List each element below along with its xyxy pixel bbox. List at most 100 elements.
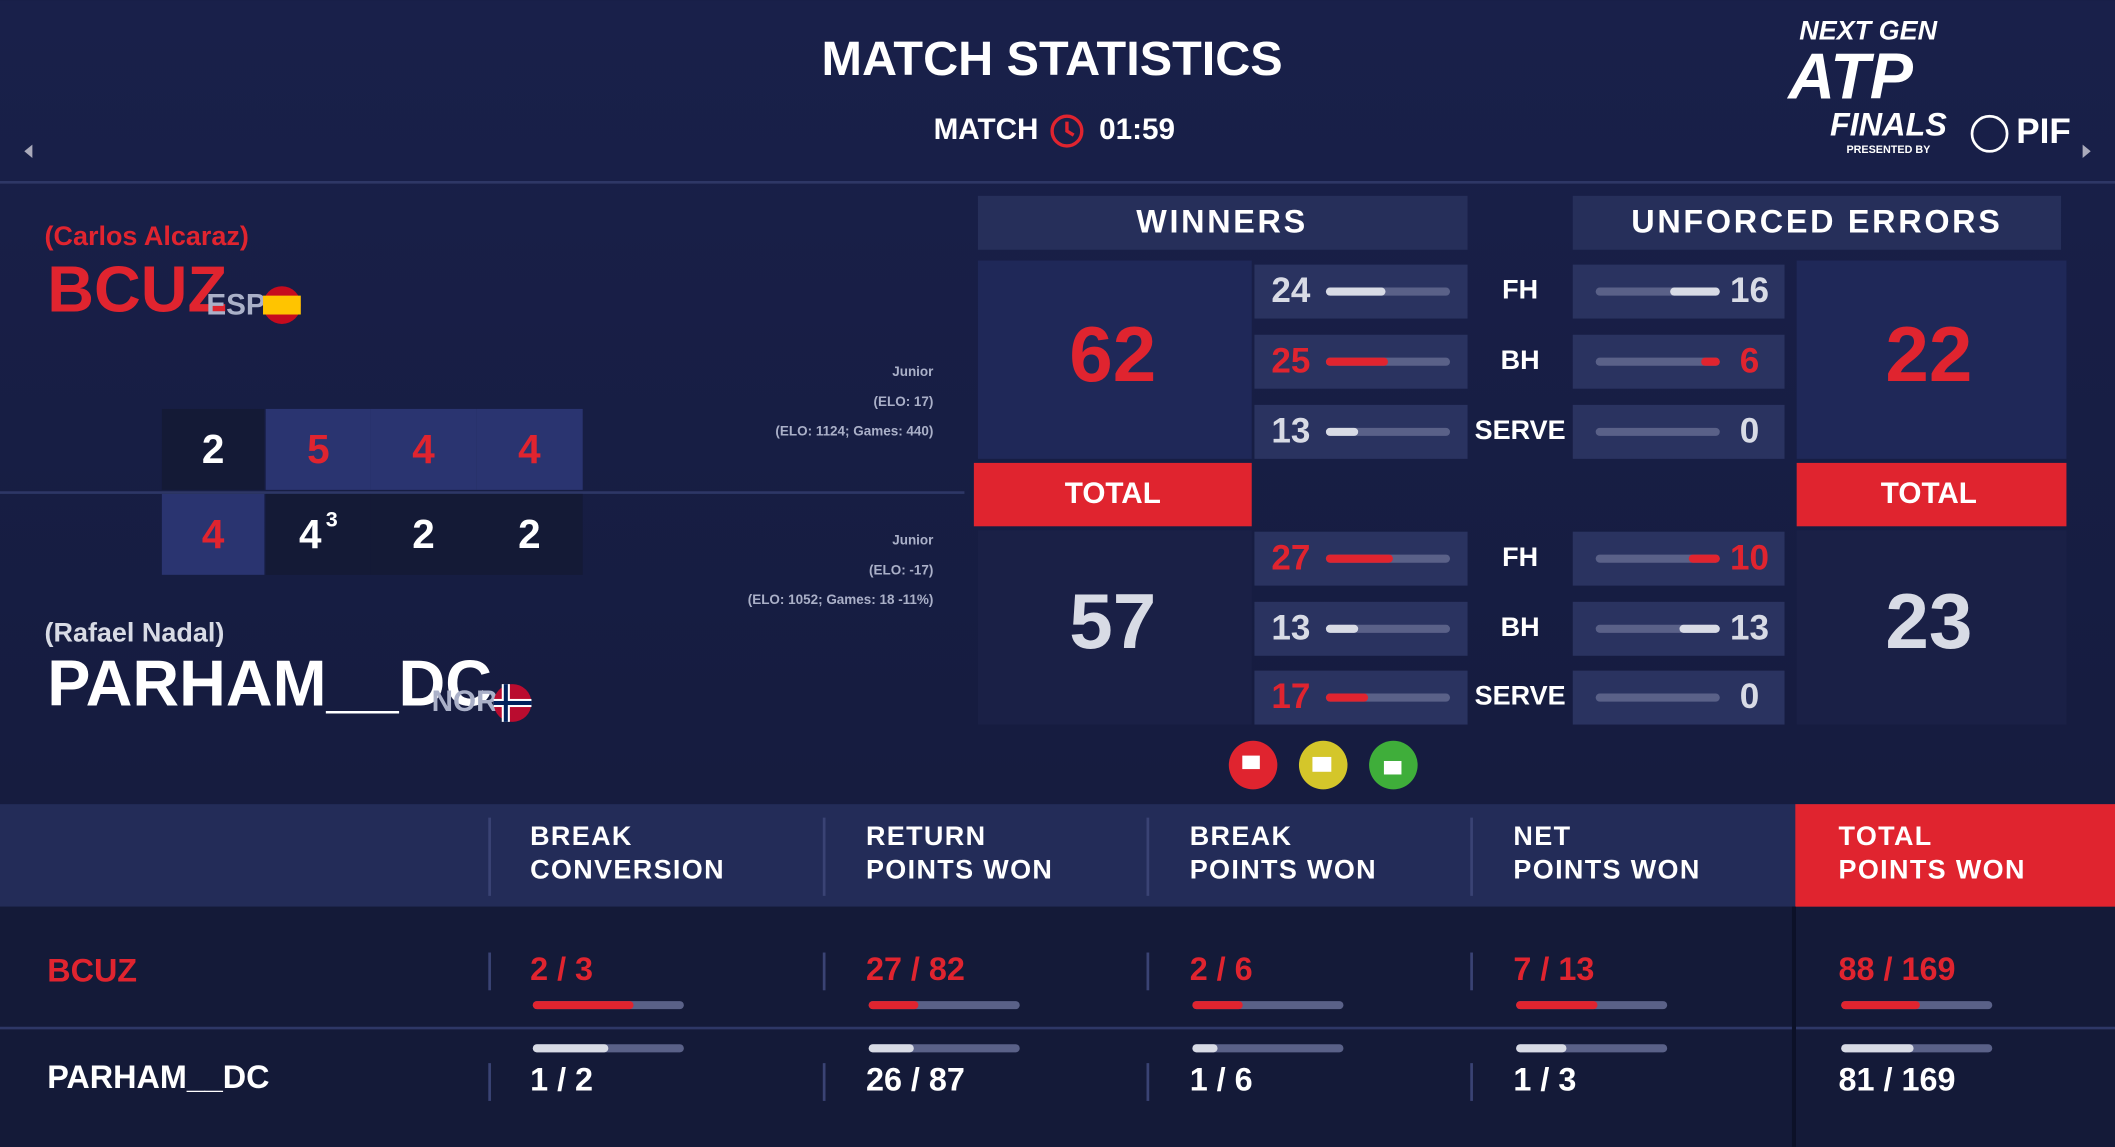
winners-total-panel bbox=[977, 530, 1252, 725]
player-info: (ELO: 1052; Games: 18 -11%) bbox=[748, 592, 934, 607]
shot-type: BH bbox=[1501, 345, 1540, 375]
player1-country: ESP bbox=[206, 288, 265, 321]
set-score: 2 bbox=[202, 426, 225, 472]
column-header: POINTS WON bbox=[1513, 855, 1700, 885]
table-body bbox=[0, 906, 2115, 1147]
player2-country: NOR bbox=[432, 685, 498, 718]
player1-real-name: (Carlos Alcaraz) bbox=[45, 221, 249, 251]
logo-line1: NEXT GEN bbox=[1799, 16, 1937, 46]
column-header: BREAK bbox=[1190, 821, 1293, 851]
shot-type: SERVE bbox=[1475, 681, 1566, 711]
errors-total-panel bbox=[1796, 530, 2067, 725]
stat-value: 26 / 87 bbox=[866, 1062, 965, 1098]
column-header: POINTS WON bbox=[1838, 855, 2025, 885]
errors-header bbox=[1572, 195, 2062, 250]
score-cell bbox=[370, 493, 477, 575]
winners-bar bbox=[1325, 693, 1369, 702]
stat-value: 2 / 3 bbox=[530, 951, 593, 987]
shot-type: FH bbox=[1502, 542, 1538, 572]
bar-track bbox=[1595, 427, 1720, 436]
errors-value: 10 bbox=[1730, 538, 1769, 577]
player-info: (ELO: -17) bbox=[869, 562, 933, 577]
bar-track bbox=[1595, 554, 1720, 563]
stat-value: 1 / 6 bbox=[1190, 1062, 1253, 1098]
title: MATCH STATISTICS bbox=[822, 32, 1283, 86]
stat-value: 7 / 13 bbox=[1513, 951, 1594, 987]
errors-total-panel bbox=[1796, 260, 2067, 459]
errors-value: 16 bbox=[1730, 271, 1769, 310]
dynamic-content: Junior (ELO: 17) (ELO: 1124; Games: 440) Ju… bbox=[0, 195, 2115, 1147]
row-player-name: PARHAM__DC bbox=[47, 1059, 269, 1095]
winners-total: 62 bbox=[1069, 310, 1156, 398]
stat-bar bbox=[532, 1001, 634, 1010]
highlight-column-header bbox=[1795, 804, 2115, 907]
logo-sponsor: PIF bbox=[2016, 112, 2071, 151]
set-score: 4 bbox=[299, 511, 322, 557]
scroll-left[interactable] bbox=[24, 144, 33, 159]
stat-value: 1 / 2 bbox=[530, 1062, 593, 1098]
errors-title: UNFORCED ERRORS bbox=[1631, 204, 2002, 240]
errors-bar bbox=[1679, 624, 1720, 633]
logo-line3: FINALS bbox=[1830, 107, 1947, 143]
set-score: 5 bbox=[307, 426, 330, 472]
set-score: 2 bbox=[518, 511, 541, 557]
winners-total: 57 bbox=[1069, 577, 1156, 665]
shot-type: SERVE bbox=[1475, 415, 1566, 445]
column-header: CONVERSION bbox=[530, 855, 725, 885]
match-clock: 01:59 bbox=[1099, 113, 1175, 146]
rating-icons bbox=[1228, 740, 1418, 790]
clock-icon bbox=[1050, 114, 1084, 148]
stat-value: 2 / 6 bbox=[1190, 951, 1253, 987]
errors-total: 23 bbox=[1885, 577, 1972, 665]
errors-bar bbox=[1701, 357, 1720, 366]
stat-bar bbox=[1516, 1001, 1598, 1010]
winners-value: 13 bbox=[1271, 608, 1310, 647]
stat-bar bbox=[1516, 1044, 1567, 1053]
column-header: POINTS WON bbox=[866, 855, 1053, 885]
score-cell bbox=[370, 408, 477, 490]
bar-track bbox=[1192, 1044, 1344, 1053]
winners-bar bbox=[1325, 624, 1359, 633]
errors-value: 0 bbox=[1740, 411, 1760, 450]
column-header: POINTS WON bbox=[1190, 855, 1377, 885]
scroll-right[interactable] bbox=[2082, 144, 2091, 159]
errors-bar bbox=[1688, 554, 1720, 563]
errors-value: 0 bbox=[1740, 677, 1760, 716]
stat-value: 1 / 3 bbox=[1513, 1062, 1576, 1098]
player-info: (ELO: 1124; Games: 440) bbox=[775, 423, 933, 438]
logo-line2: ATP bbox=[1786, 39, 1913, 112]
score-cell bbox=[476, 493, 583, 575]
table-header-band bbox=[0, 804, 2115, 907]
winners-title: WINNERS bbox=[1136, 204, 1308, 240]
winners-value: 24 bbox=[1271, 271, 1311, 310]
column-header: RETURN bbox=[866, 821, 986, 851]
total-label: TOTAL bbox=[1881, 477, 1977, 510]
score-cell bbox=[161, 408, 265, 490]
player2-real-name: (Rafael Nadal) bbox=[45, 617, 225, 647]
stat-value: 27 / 82 bbox=[866, 951, 965, 987]
column-header: NET bbox=[1513, 821, 1571, 851]
winners-bar bbox=[1325, 554, 1393, 563]
stat-bar bbox=[1841, 1001, 1920, 1010]
winners-value: 27 bbox=[1271, 538, 1310, 577]
stat-bar bbox=[1192, 1001, 1243, 1010]
errors-value: 6 bbox=[1740, 341, 1760, 380]
winners-bar bbox=[1325, 287, 1386, 296]
tiebreak-score: 3 bbox=[326, 507, 338, 532]
logo-presented-by: PRESENTED BY bbox=[1846, 144, 1931, 156]
stat-bar bbox=[868, 1044, 914, 1053]
player-info: Junior bbox=[892, 364, 934, 379]
stat-value: 81 / 169 bbox=[1838, 1062, 1955, 1098]
set-score: 4 bbox=[412, 426, 435, 472]
total-band bbox=[973, 462, 1252, 527]
winners-total-panel bbox=[977, 260, 1252, 459]
stat-bar bbox=[1192, 1044, 1218, 1053]
stat-bar bbox=[1841, 1044, 1914, 1053]
set-score: 4 bbox=[202, 511, 225, 557]
player-info: (ELO: 17) bbox=[874, 394, 934, 409]
winners-value: 25 bbox=[1271, 341, 1310, 380]
total-band bbox=[1796, 462, 2067, 527]
set-score: 4 bbox=[518, 426, 541, 472]
shot-type: BH bbox=[1501, 612, 1540, 642]
player-info: Junior bbox=[892, 533, 934, 548]
